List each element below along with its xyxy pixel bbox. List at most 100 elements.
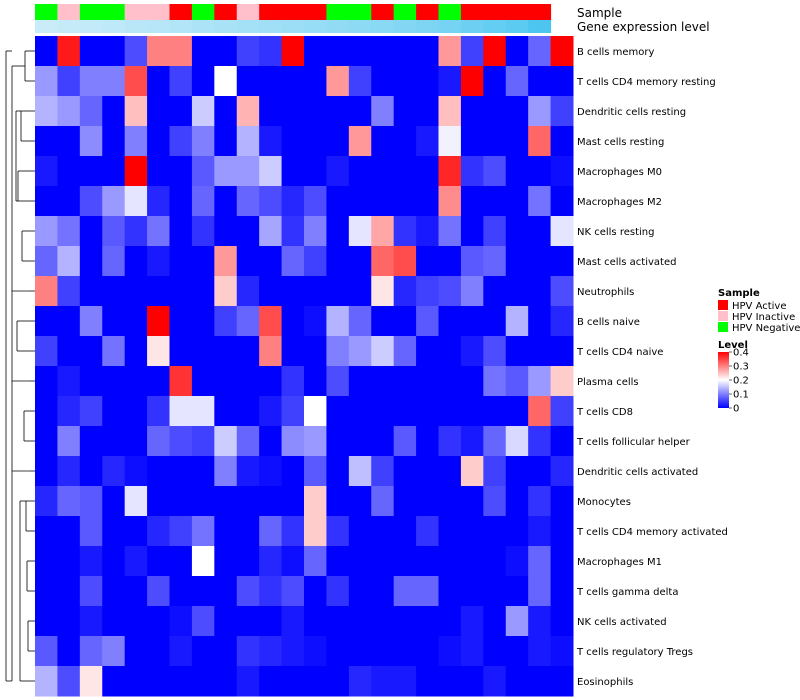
heatmap-cell — [214, 336, 238, 367]
row-label: Monocytes — [577, 497, 631, 508]
heatmap-cell — [57, 456, 81, 487]
heatmap-cell — [460, 606, 484, 637]
heatmap-cell — [214, 606, 238, 637]
heatmap-cell — [79, 156, 103, 187]
heatmap-cell — [236, 606, 260, 637]
sample-legend-swatch — [718, 300, 728, 310]
heatmap-cell — [259, 66, 283, 97]
heatmap-cell — [550, 486, 574, 517]
row-label: Dendritic cells activated — [577, 467, 698, 478]
heatmap-cell — [169, 396, 193, 427]
heatmap-cell — [236, 306, 260, 337]
heatmap-cell — [348, 96, 372, 127]
heatmap-cell — [438, 396, 462, 427]
heatmap-cell — [348, 186, 372, 217]
heatmap-cell — [102, 426, 126, 457]
heatmap-cell — [483, 306, 507, 337]
heatmap-cell — [348, 306, 372, 337]
heatmap-cell — [191, 366, 215, 397]
heatmap-cell — [124, 426, 148, 457]
heatmap-cell — [169, 576, 193, 607]
gene-annotation-cell — [147, 20, 170, 33]
heatmap-cell — [371, 126, 395, 157]
heatmap-cell — [438, 486, 462, 517]
heatmap-cell — [124, 246, 148, 277]
heatmap-cell — [57, 246, 81, 277]
heatmap-cell — [147, 396, 170, 427]
heatmap-cell — [236, 156, 260, 187]
heatmap-cell — [304, 96, 327, 127]
heatmap-cell — [169, 666, 193, 697]
heatmap-cell — [505, 546, 529, 577]
heatmap-cell — [528, 576, 552, 607]
heatmap-cell — [102, 456, 126, 487]
heatmap-cell — [236, 366, 260, 397]
heatmap-cell — [124, 456, 148, 487]
gene-annotation-cell — [460, 20, 484, 33]
heatmap-cell — [259, 396, 283, 427]
heatmap-cell — [57, 276, 81, 307]
heatmap-cell — [214, 456, 238, 487]
heatmap-cell — [169, 546, 193, 577]
heatmap-cell — [102, 396, 126, 427]
heatmap-cell — [79, 666, 103, 697]
gene-annotation-cell — [191, 20, 215, 33]
heatmap-cell — [550, 636, 574, 667]
sample-annotation-cell — [35, 4, 58, 20]
heatmap-cell — [147, 336, 170, 367]
heatmap-cell — [259, 366, 283, 397]
heatmap-cell — [102, 336, 126, 367]
heatmap-cell — [281, 606, 305, 637]
heatmap-cell — [281, 306, 305, 337]
heatmap-cell — [393, 516, 417, 547]
heatmap-cell — [169, 456, 193, 487]
heatmap-cell — [214, 306, 238, 337]
heatmap-cell — [348, 366, 372, 397]
heatmap-cell — [281, 666, 305, 697]
level-legend-tick-label: 0.1 — [733, 390, 749, 401]
heatmap-cell — [169, 96, 193, 127]
heatmap-cell — [259, 336, 283, 367]
heatmap-cell — [281, 396, 305, 427]
gene-annotation-cell — [281, 20, 305, 33]
heatmap-cell — [236, 186, 260, 217]
heatmap-cell — [505, 276, 529, 307]
heatmap-cell — [35, 36, 58, 67]
heatmap-cell — [259, 246, 283, 277]
row-label: Plasma cells — [577, 377, 639, 388]
heatmap-cell — [483, 666, 507, 697]
heatmap-cell — [393, 546, 417, 577]
heatmap-cell — [550, 426, 574, 457]
heatmap-cell — [147, 546, 170, 577]
heatmap-cell — [528, 426, 552, 457]
heatmap-cell — [483, 366, 507, 397]
heatmap-cell — [438, 516, 462, 547]
row-label: Macrophages M2 — [577, 197, 662, 208]
heatmap-cell — [416, 246, 439, 277]
heatmap-cell — [214, 66, 238, 97]
row-label: B cells memory — [577, 47, 654, 58]
heatmap-cell — [191, 276, 215, 307]
heatmap-cell — [124, 516, 148, 547]
heatmap-cell — [393, 576, 417, 607]
heatmap-cell — [326, 246, 350, 277]
heatmap-cell — [281, 216, 305, 247]
heatmap-cell — [550, 666, 574, 697]
heatmap-cell — [304, 516, 327, 547]
heatmap-cell — [79, 396, 103, 427]
heatmap-cell — [102, 516, 126, 547]
heatmap-cell — [393, 96, 417, 127]
row-label: T cells CD4 naive — [576, 347, 663, 358]
heatmap-cell — [169, 246, 193, 277]
heatmap-cell — [460, 546, 484, 577]
heatmap-cell — [371, 366, 395, 397]
heatmap-cell — [528, 336, 552, 367]
heatmap-cell — [57, 96, 81, 127]
heatmap-cell — [259, 276, 283, 307]
heatmap-cell — [214, 96, 238, 127]
heatmap-cell — [416, 126, 439, 157]
heatmap-cell — [505, 486, 529, 517]
heatmap-cell — [505, 426, 529, 457]
heatmap-cell — [348, 396, 372, 427]
heatmap-cell — [102, 156, 126, 187]
